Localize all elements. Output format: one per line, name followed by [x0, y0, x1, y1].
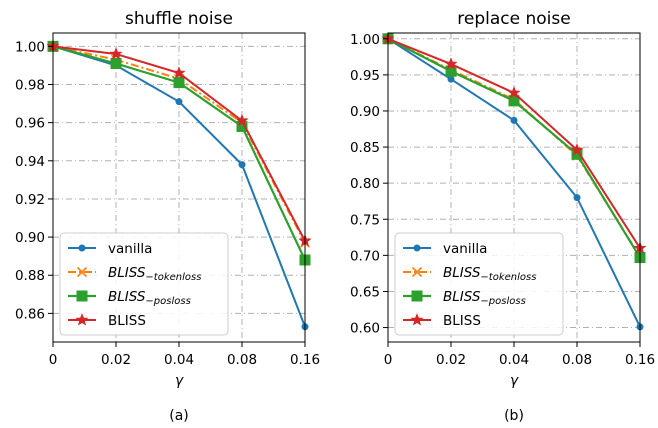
y-tick-label: 0.75 — [350, 212, 380, 228]
chart-title: replace noise — [457, 9, 570, 29]
x-tick-label: 0.04 — [499, 352, 529, 368]
y-tick-label: 0.65 — [350, 284, 380, 300]
x-axis-label: γ — [175, 373, 184, 389]
vanilla-point-3 — [238, 161, 246, 169]
legend-label-main: BLISS — [108, 289, 146, 305]
y-tick-label: 0.95 — [350, 68, 380, 84]
legend-label: vanilla — [108, 241, 152, 257]
legend-entry-posloss: BLISS−posloss — [403, 289, 526, 307]
y-tick-label: 0.96 — [15, 116, 45, 132]
x-tick-label: 0.08 — [562, 352, 592, 368]
legend-entry-vanilla: vanilla — [403, 241, 487, 257]
legend-label-subscript: −posloss — [145, 296, 190, 307]
y-tick-label: 0.70 — [350, 248, 380, 264]
legend-entry-tokenloss: BLISS−tokenloss — [68, 265, 201, 283]
legend-label: BLISS — [443, 313, 481, 329]
figure-caption: (b) — [504, 408, 524, 424]
y-tick-label: 0.98 — [15, 78, 45, 94]
legend-label: BLISS−posloss — [108, 289, 191, 307]
vanilla-point-3 — [573, 194, 581, 202]
legend-label: BLISS−posloss — [443, 289, 526, 307]
posloss-point-3 — [571, 148, 583, 160]
x-tick-label: 0 — [384, 352, 393, 368]
y-tick-label: 0.94 — [15, 154, 45, 170]
legend-label-main: BLISS — [443, 313, 481, 329]
y-tick-label: 0.90 — [350, 104, 380, 120]
vanilla-point-legend — [78, 244, 86, 252]
y-tick-label: 0.85 — [350, 140, 380, 156]
tokenloss-point-legend — [76, 266, 88, 278]
y-tick-label: 0.90 — [15, 230, 45, 246]
y-tick-label: 1.00 — [350, 32, 380, 48]
legend-entry-tokenloss: BLISS−tokenloss — [403, 265, 536, 283]
legend-label-main: BLISS — [443, 289, 481, 305]
vanilla-point-1 — [447, 75, 455, 83]
legend-label-main: vanilla — [108, 241, 152, 257]
x-tick-label: 0.16 — [625, 352, 655, 368]
legend-label-main: BLISS — [443, 265, 481, 281]
x-tick-label: 0.08 — [227, 352, 257, 368]
bliss-point-1 — [109, 47, 123, 60]
legend-label: BLISS−tokenloss — [108, 265, 201, 283]
bliss-point-legend — [410, 313, 424, 326]
legend-label-subscript: −posloss — [480, 296, 525, 307]
legend-entry-vanilla: vanilla — [68, 241, 152, 257]
x-tick-label: 0.02 — [101, 352, 131, 368]
x-axis-label: γ — [510, 373, 519, 389]
legend-label-main: vanilla — [443, 241, 487, 257]
legend-label: BLISS — [108, 313, 146, 329]
vanilla-point-2 — [510, 116, 518, 124]
posloss-point-legend — [76, 290, 88, 302]
y-tick-label: 0.88 — [15, 268, 45, 284]
legend-label-subscript: −tokenloss — [145, 272, 201, 283]
bliss-point-1 — [444, 57, 458, 70]
y-tick-label: 0.86 — [15, 306, 45, 322]
posloss-point-1 — [110, 58, 122, 70]
series-bliss — [46, 39, 312, 247]
posloss-point-legend — [411, 290, 423, 302]
legend-label: vanilla — [443, 241, 487, 257]
chart-panel-a: 1.00 0.98 0.96 0.94 0.92 0.90 0.88 0.86 0 0.02 0.0… — [15, 9, 320, 424]
legend-entry-posloss: BLISS−posloss — [68, 289, 191, 307]
vanilla-point-legend — [413, 244, 421, 252]
legend-entry-bliss: BLISS — [68, 313, 146, 329]
posloss-point-2 — [508, 95, 520, 107]
posloss-point-1 — [445, 65, 457, 77]
legend-label-main: BLISS — [108, 265, 146, 281]
legend-box — [394, 232, 564, 336]
posloss-point-3 — [236, 120, 248, 132]
bliss-point-3 — [235, 113, 249, 127]
figure-caption: (a) — [169, 408, 189, 424]
legend-label-main: BLISS — [108, 313, 146, 329]
chart-panel-b: 1.00 0.95 0.90 0.85 0.80 0.75 0.70 0.65 0.600 0.0… — [350, 9, 655, 424]
bliss-point-legend — [75, 313, 89, 326]
legend-box — [59, 232, 229, 336]
legend-entry-bliss: BLISS — [403, 313, 481, 329]
x-tick-label: 0 — [49, 352, 58, 368]
y-tick-label: 0.60 — [350, 321, 380, 337]
legend-label-subscript: −tokenloss — [480, 272, 536, 283]
vanilla-point-2 — [175, 98, 183, 106]
tokenloss-point-legend — [411, 266, 423, 278]
bliss-point-3 — [570, 143, 584, 156]
x-tick-label: 0.16 — [290, 352, 320, 368]
chart-title: shuffle noise — [125, 9, 233, 29]
legend-label: BLISS−tokenloss — [443, 265, 536, 283]
bliss-point-2 — [172, 66, 186, 79]
bliss-point-2 — [507, 86, 521, 99]
x-tick-label: 0.02 — [436, 352, 466, 368]
y-tick-label: 1.00 — [15, 39, 45, 55]
posloss-point-2 — [173, 77, 185, 89]
x-tick-label: 0.04 — [164, 352, 194, 368]
y-tick-label: 0.92 — [15, 192, 45, 208]
y-tick-label: 0.80 — [350, 176, 380, 192]
